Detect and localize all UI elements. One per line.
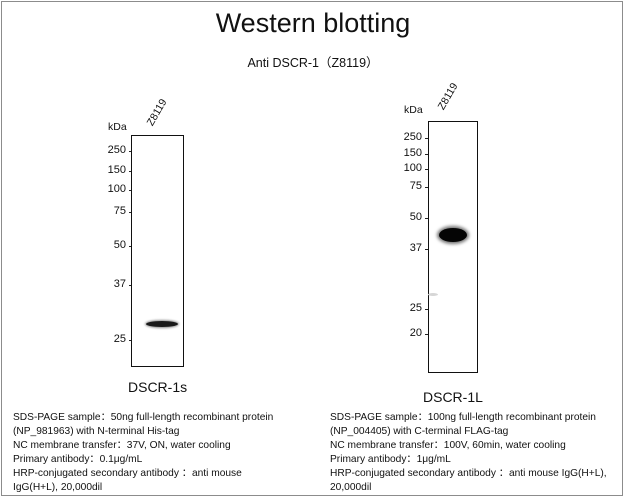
figure-title: Western blotting [215, 8, 411, 38]
figure-subtitle: Anti DSCR-1（Z8119） [247, 56, 379, 70]
right-info-line: SDS-PAGE sample：100ng full-length recomb… [330, 412, 596, 423]
left-sample-name: DSCR-1s [128, 379, 188, 395]
right-band-dscr1l [439, 228, 467, 242]
left-info-block: SDS-PAGE sample：50ng full-length recombi… [13, 411, 313, 495]
left-marker-250: 250 [107, 144, 126, 156]
right-marker-150: 150 [403, 147, 422, 159]
left-info-line: Primary antibody：0.1μg/mL [13, 454, 143, 465]
right-marker-25: 25 [409, 302, 422, 314]
right-info-line: 20,000dil [330, 482, 372, 493]
left-info-line: HRP-conjugated secondary antibody ：anti … [13, 468, 242, 479]
right-info-block: SDS-PAGE sample：100ng full-length recomb… [330, 411, 622, 495]
right-marker-50: 50 [409, 211, 422, 223]
left-marker-100: 100 [107, 183, 126, 195]
right-info-line: (NP_004405) with C-terminal FLAG-tag [330, 426, 509, 437]
right-marker-20: 20 [409, 327, 422, 339]
left-marker-150: 150 [107, 164, 126, 176]
right-info-line: Primary antibody：1μg/mL [330, 454, 451, 465]
right-info-line: NC membrane transfer：100V, 60min, water … [330, 440, 566, 451]
right-marker-250: 250 [403, 131, 422, 143]
right-marker-75: 75 [409, 180, 422, 192]
right-blot-membrane [428, 121, 478, 373]
left-marker-75: 75 [113, 205, 126, 217]
left-info-line: SDS-PAGE sample：50ng full-length recombi… [13, 412, 274, 423]
right-faint-spot [428, 293, 438, 296]
left-blot-membrane [131, 135, 184, 367]
right-info-line: HRP-conjugated secondary antibody ：anti … [330, 468, 607, 479]
right-marker-37: 37 [409, 242, 422, 254]
right-marker-100: 100 [403, 162, 422, 174]
right-sample-name: DSCR-1L [423, 389, 483, 405]
left-info-line: (NP_981963) with N-terminal His-tag [13, 426, 180, 437]
right-kda-label: kDa [404, 104, 423, 116]
left-band-dscr1s [146, 321, 178, 327]
left-marker-25: 25 [113, 333, 126, 345]
left-info-line: NC membrane transfer：37V, ON, water cool… [13, 440, 231, 451]
left-info-line: IgG(H+L), 20,000dil [13, 482, 103, 493]
left-marker-37: 37 [113, 278, 126, 290]
left-kda-label: kDa [108, 121, 127, 133]
left-marker-50: 50 [113, 239, 126, 251]
